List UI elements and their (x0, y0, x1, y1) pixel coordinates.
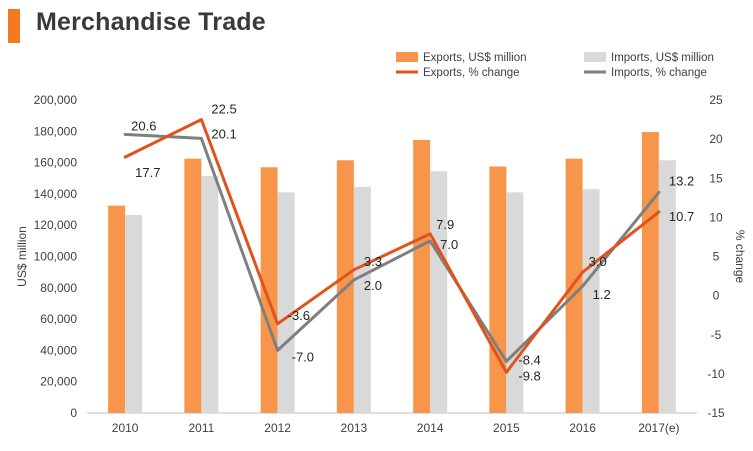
bar-group (108, 132, 676, 413)
imports-bar (353, 186, 371, 413)
y-tick-label: 0 (70, 406, 77, 420)
y2-tick-label: 20 (709, 132, 723, 146)
y2-tick-label: 25 (709, 93, 723, 107)
y-tick-label: 100,000 (34, 250, 78, 264)
chart-title: Merchandise Trade (36, 8, 266, 36)
exports-change-data-label: 7.9 (436, 217, 454, 232)
y2-tick-label: -5 (711, 328, 722, 342)
imports-bar (201, 175, 219, 413)
exports-bar (641, 132, 659, 413)
y-tick-label: 180,000 (34, 124, 78, 138)
y2-tick-label: 10 (709, 210, 723, 224)
exports-change-line (123, 118, 661, 374)
exports-bar (108, 205, 126, 413)
x-tick-label: 2015 (493, 421, 520, 435)
exports-bar (184, 158, 202, 413)
legend-label: Exports, % change (423, 67, 520, 79)
x-tick-label: 2017(e) (638, 421, 679, 435)
imports-change-data-label: -7.0 (292, 349, 314, 364)
y2-tick-label: -10 (707, 367, 725, 381)
y2-tick-label: 5 (713, 250, 720, 264)
x-tick-label: 2010 (112, 421, 139, 435)
exports-change-data-label: -9.8 (518, 368, 540, 383)
x-tick-label: 2016 (569, 421, 596, 435)
imports-change-data-label: -8.4 (518, 352, 540, 367)
x-tick-label: 2012 (264, 421, 291, 435)
y-tick-label: 200,000 (34, 93, 78, 107)
legend-label: Exports, US$ million (423, 52, 527, 64)
legend-bar-swatch (584, 52, 606, 62)
exports-bar (413, 139, 431, 413)
data-label-group: 17.7 22.5 -3.6 3.3 7.9 -9.8 3.0 10.7 20.6 20.1 -7.… (131, 102, 694, 384)
imports-change-line (123, 132, 661, 363)
exports-change-data-label: 10.7 (669, 209, 694, 224)
y2-tick-label: -15 (707, 406, 725, 420)
x-tick-label: 2013 (341, 421, 368, 435)
legend: Exports, US$ million Imports, US$ million… (396, 52, 714, 79)
y2-tick-label: 15 (709, 171, 723, 185)
exports-change-data-label: 22.5 (211, 102, 236, 117)
title-accent-bar (8, 9, 20, 43)
chart-axes: 0 20,000 40,000 60,000 80,000 100,000 120,000 1… (15, 93, 747, 435)
imports-bar (430, 171, 448, 413)
imports-change-data-label: 20.1 (211, 126, 236, 141)
y-tick-label: 120,000 (34, 218, 78, 232)
exports-change-data-label: -3.6 (288, 308, 310, 323)
imports-bar (277, 192, 295, 413)
y2-tick-label: 0 (713, 289, 720, 303)
imports-change-data-label: 13.2 (669, 173, 694, 188)
imports-change-data-label: 7.0 (440, 237, 458, 252)
exports-change-data-label: 17.7 (135, 165, 160, 180)
exports-change-data-label: 3.0 (589, 254, 607, 269)
exports-bar (260, 167, 278, 413)
y-axis-title: US$ million (15, 226, 29, 287)
legend-label: Imports, US$ million (611, 52, 714, 64)
legend-label: Imports, % change (611, 67, 707, 79)
exports-bar (489, 166, 507, 413)
imports-bar (658, 160, 676, 413)
imports-bar (582, 189, 600, 413)
y-tick-label: 160,000 (34, 156, 78, 170)
y-tick-label: 20,000 (40, 375, 77, 389)
exports-change-data-label: 3.3 (364, 254, 382, 269)
y-tick-label: 80,000 (40, 281, 77, 295)
y-tick-label: 140,000 (34, 187, 78, 201)
y-tick-label: 40,000 (40, 343, 77, 357)
y-tick-label: 60,000 (40, 312, 77, 326)
x-tick-label: 2014 (417, 421, 444, 435)
legend-bar-swatch (396, 52, 418, 62)
imports-change-data-label: 20.6 (131, 118, 156, 133)
exports-bar (565, 158, 583, 413)
imports-change-data-label: 1.2 (593, 287, 611, 302)
imports-change-data-label: 2.0 (364, 278, 382, 293)
x-tick-label: 2011 (188, 421, 214, 435)
y2-axis-title: % change (733, 230, 747, 284)
imports-bar (125, 215, 143, 413)
line-group (123, 118, 661, 374)
